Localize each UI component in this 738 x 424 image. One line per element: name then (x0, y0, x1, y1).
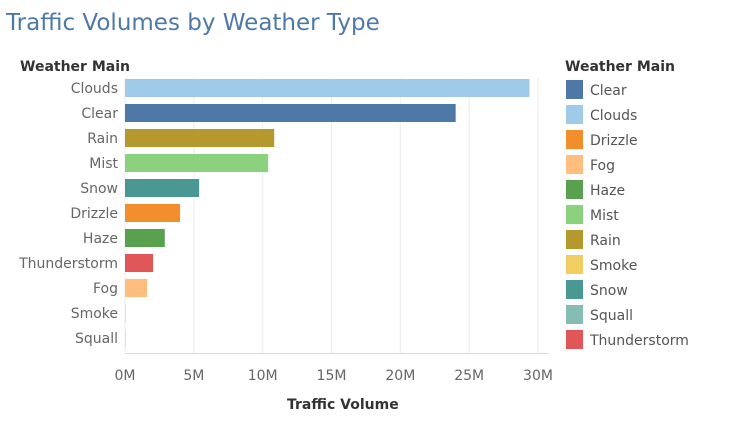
legend-swatch-clouds (566, 105, 583, 124)
bar-snow (125, 179, 200, 197)
legend-label-mist: Mist (590, 208, 619, 224)
legend-label-haze: Haze (590, 183, 625, 199)
legend-label-fog: Fog (590, 158, 615, 174)
legend-swatch-mist (566, 205, 583, 224)
legend-label-clouds: Clouds (590, 108, 637, 124)
x-tick-label-3: 15M (317, 368, 347, 384)
legend-swatch-smoke (566, 255, 583, 274)
x-tick-label-4: 20M (385, 368, 415, 384)
bars (125, 79, 530, 347)
x-tick-label-0: 0M (115, 368, 136, 384)
legend-swatch-clear (566, 80, 583, 99)
category-label-snow: Snow (80, 181, 118, 197)
bar-rain (125, 129, 275, 147)
legend-label-smoke: Smoke (590, 258, 637, 274)
category-label-fog: Fog (93, 281, 118, 297)
category-label-squall: Squall (75, 331, 118, 347)
legend-label-squall: Squall (590, 308, 633, 324)
category-label-clear: Clear (81, 106, 118, 122)
legend-swatch-haze (566, 180, 583, 199)
x-tick-label-5: 25M (454, 368, 484, 384)
bar-thunderstorm (125, 254, 154, 272)
legend-swatch-squall (566, 305, 583, 324)
row-header: Weather Main (20, 59, 130, 75)
category-label-clouds: Clouds (71, 81, 118, 97)
category-label-mist: Mist (89, 156, 118, 172)
bar-drizzle (125, 204, 181, 222)
legend-label-clear: Clear (590, 83, 627, 99)
legend-label-thunderstorm: Thunderstorm (589, 333, 689, 349)
bar-haze (125, 229, 165, 247)
x-tick-label-6: 30M (523, 368, 553, 384)
legend-swatch-fog (566, 155, 583, 174)
bar-clouds (125, 79, 530, 97)
category-label-rain: Rain (87, 131, 118, 147)
chart-title: Traffic Volumes by Weather Type (6, 10, 380, 36)
bar-fog (125, 279, 148, 297)
legend-label-rain: Rain (590, 233, 621, 249)
category-label-haze: Haze (83, 231, 118, 247)
legend-swatch-rain (566, 230, 583, 249)
category-label-smoke: Smoke (71, 306, 118, 322)
x-axis-title: Traffic Volume (287, 397, 399, 413)
x-tick-label-1: 5M (183, 368, 204, 384)
bar-mist (125, 154, 269, 172)
category-label-drizzle: Drizzle (70, 206, 118, 222)
legend: Clear Clouds Drizzle Fog Haze Mist Rain Smoke Sn… (566, 80, 689, 349)
x-axis-ticks: 0M 5M 10M 15M 20M 25M 30M (115, 368, 553, 384)
legend-title: Weather Main (565, 59, 675, 75)
legend-swatch-thunderstorm (566, 330, 583, 349)
category-labels: Clouds Clear Rain Mist Snow Drizzle Haze Thunde… (18, 81, 118, 347)
legend-swatch-drizzle (566, 130, 583, 149)
bar-clear (125, 104, 456, 122)
legend-label-drizzle: Drizzle (590, 133, 638, 149)
bar-smoke (125, 304, 126, 322)
legend-swatch-snow (566, 280, 583, 299)
category-label-thunderstorm: Thunderstorm (18, 256, 118, 272)
x-tick-label-2: 10M (248, 368, 278, 384)
legend-label-snow: Snow (590, 283, 628, 299)
